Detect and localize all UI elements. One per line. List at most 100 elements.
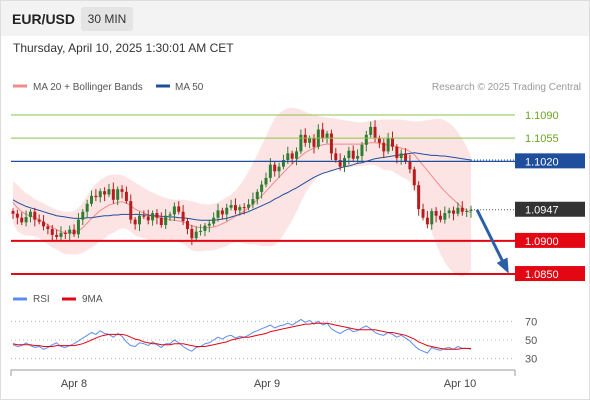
candle <box>412 166 416 191</box>
candle <box>116 186 120 206</box>
candle <box>129 194 133 224</box>
candle-body <box>63 232 67 234</box>
candle <box>225 203 229 222</box>
candle <box>277 162 281 178</box>
candle <box>216 203 220 222</box>
candle <box>425 211 429 229</box>
candle <box>247 199 251 211</box>
candle-body <box>133 219 137 225</box>
last-price-badge <box>515 201 585 217</box>
candle-body <box>386 138 390 152</box>
instrument-name: EUR/USD <box>12 11 76 27</box>
candle <box>447 207 451 219</box>
candle-body <box>312 138 316 147</box>
candle-body <box>421 209 425 218</box>
candle <box>155 209 159 225</box>
candle-body <box>290 153 294 159</box>
candle <box>133 217 137 230</box>
candle-body <box>465 211 469 213</box>
candle <box>177 201 181 215</box>
timeframe-badge[interactable]: 30 MIN <box>81 7 133 31</box>
candle <box>260 180 264 199</box>
pivot-badge <box>515 153 585 169</box>
candle <box>137 211 141 231</box>
support-label: 1.0900 <box>525 236 559 248</box>
candle-body <box>168 214 172 216</box>
candle <box>11 208 15 220</box>
support-badge <box>515 266 585 282</box>
candle-body <box>338 160 342 167</box>
support-badge <box>515 232 585 248</box>
candle-body <box>395 146 399 159</box>
price-levels: 1.1090 1.1055 1.1020 1.0947 1.0900 1.0850 <box>11 110 585 282</box>
level-1.0850: 1.0850 <box>11 266 585 282</box>
candle-body <box>94 195 98 198</box>
candle <box>377 135 381 149</box>
candle <box>63 230 67 239</box>
candle <box>299 129 303 155</box>
candle-body <box>343 158 347 167</box>
candle-body <box>460 207 464 212</box>
candle <box>120 185 124 199</box>
candle-body <box>190 228 194 239</box>
rsi-line <box>12 318 472 354</box>
candle-body <box>15 213 19 218</box>
candle-body <box>199 230 203 232</box>
candle <box>164 209 168 229</box>
candle-body <box>177 206 181 212</box>
candle-body <box>264 177 268 185</box>
candle-body <box>321 129 325 139</box>
candle <box>469 205 473 218</box>
candle <box>338 153 342 171</box>
candle-body <box>146 216 150 221</box>
last-price-label: 1.0947 <box>525 205 559 217</box>
candle-body <box>351 150 355 159</box>
candle <box>55 229 59 240</box>
candle <box>24 210 28 227</box>
candle <box>295 147 299 166</box>
candle <box>33 207 37 227</box>
candle <box>233 198 237 215</box>
candle <box>68 225 72 241</box>
candle-body <box>42 221 46 227</box>
candle-body <box>225 207 229 215</box>
candle-body <box>116 189 120 200</box>
candle-body <box>55 234 59 237</box>
ma20-line <box>12 142 472 234</box>
candle-body <box>273 164 277 172</box>
candle-body <box>377 138 381 143</box>
time-axis: Apr 8 Apr 9 Apr 10 <box>10 369 516 390</box>
candle <box>343 155 347 172</box>
candle-body <box>172 206 176 215</box>
candle-body <box>329 133 333 154</box>
candle <box>465 208 469 218</box>
candle <box>360 142 364 162</box>
candle-body <box>434 211 438 216</box>
candle-body <box>408 161 412 170</box>
candle-body <box>137 215 141 225</box>
candle <box>364 130 368 152</box>
candle-body <box>382 142 386 152</box>
candle-body <box>98 191 102 198</box>
candle-body <box>233 205 237 211</box>
candle <box>159 212 163 228</box>
candle-body <box>151 213 155 221</box>
candle-body <box>469 209 473 212</box>
candle <box>203 223 207 237</box>
candle-body <box>247 204 251 208</box>
candle <box>107 183 111 198</box>
candle <box>151 210 155 226</box>
candle-body <box>11 211 15 214</box>
candle-body <box>124 191 128 202</box>
bollinger-band <box>13 107 471 277</box>
rsi-tick-label: 70 <box>525 316 537 328</box>
resistance-label: 1.1055 <box>525 133 559 145</box>
candle-body <box>20 217 24 223</box>
candle <box>329 129 333 161</box>
level-1.1020: 1.1020 <box>11 153 585 169</box>
candle-body <box>24 217 28 223</box>
candle <box>242 203 246 215</box>
candle <box>417 181 421 216</box>
